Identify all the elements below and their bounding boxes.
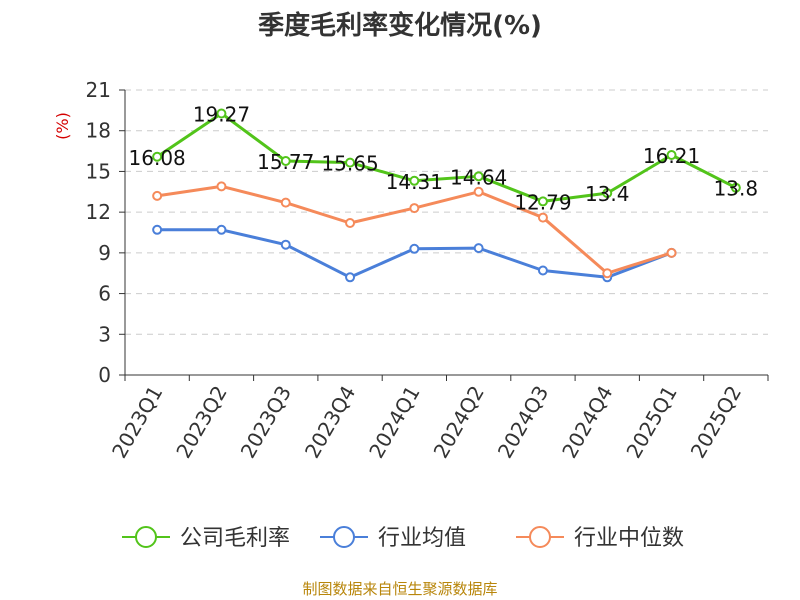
data-point	[216, 108, 227, 119]
data-label: 13.4	[585, 182, 630, 206]
legend-label: 公司毛利率	[180, 526, 290, 551]
legend-marker-icon	[135, 526, 157, 548]
chart-title: 季度毛利率变化情况(%)	[258, 10, 542, 41]
legend-item-2[interactable]: 行业均值	[320, 526, 466, 551]
legend[interactable]: 公司毛利率 行业均值 行业中位数	[122, 526, 684, 551]
legend-label: 行业均值	[378, 526, 466, 551]
x-tick-label: 2023Q3	[236, 382, 296, 463]
data-label: 16.21	[643, 144, 700, 168]
data-point	[602, 188, 613, 199]
data-point	[537, 212, 548, 223]
series-line	[156, 111, 737, 203]
data-label: 13.8	[714, 177, 759, 201]
data-point	[730, 182, 741, 193]
data-point	[345, 218, 356, 228]
series-2	[152, 224, 677, 283]
x-tick-label: 2024Q2	[429, 382, 489, 463]
data-label: 12.79	[514, 190, 571, 214]
x-tick-label: 2024Q4	[557, 382, 617, 463]
data-point	[473, 171, 484, 182]
data-point	[216, 224, 227, 235]
x-tick-label: 2024Q1	[364, 382, 424, 463]
data-point	[473, 243, 484, 254]
data-label: 16.08	[129, 146, 186, 170]
data-point	[280, 239, 291, 250]
x-tick-labels: 2023Q1 2023Q2 2023Q3 2023Q4 2024Q1 2024Q2 2024…	[107, 382, 746, 463]
y-tick-label: 12	[86, 200, 111, 224]
data-point	[409, 175, 420, 186]
data-label: 15.65	[321, 152, 378, 176]
y-tick-label: 6	[98, 282, 111, 306]
data-labels: 16.08 19.27 15.77 15.65 14.31 14.64 12.79 13.4 1…	[129, 102, 759, 214]
series-1	[152, 108, 741, 207]
data-label: 19.27	[193, 102, 250, 126]
y-tick-label: 3	[98, 322, 111, 346]
source-note: 制图数据来自恒生聚源数据库	[302, 580, 497, 598]
data-point	[345, 157, 356, 168]
data-point	[537, 265, 548, 276]
x-tick-label: 2023Q2	[171, 382, 231, 463]
y-tick-label: 9	[98, 241, 111, 265]
x-tick-label: 2025Q2	[686, 382, 746, 463]
series-3	[152, 181, 677, 279]
legend-marker-icon	[529, 526, 551, 548]
legend-label: 行业中位数	[574, 526, 684, 551]
data-point	[152, 190, 163, 201]
x-tick-label: 2023Q4	[300, 382, 360, 463]
y-tick-label: 21	[86, 78, 111, 102]
data-point	[152, 151, 163, 162]
data-point	[280, 197, 291, 208]
data-point	[473, 186, 484, 197]
data-point	[152, 224, 163, 235]
data-point	[216, 181, 227, 192]
data-label: 14.31	[386, 170, 443, 194]
y-tick-label: 15	[86, 159, 111, 183]
axes	[119, 89, 769, 381]
x-tick-label: 2024Q3	[493, 382, 553, 463]
legend-marker-icon	[333, 526, 355, 548]
grid-lines	[125, 89, 768, 335]
data-point	[345, 272, 356, 283]
data-point	[666, 150, 677, 161]
data-label: 15.77	[257, 150, 314, 174]
data-point	[409, 243, 420, 254]
data-point	[666, 247, 677, 258]
y-tick-labels: 0 3 6 9 12 15 18 21	[86, 78, 111, 387]
series-group	[152, 108, 741, 283]
x-tick-label: 2023Q1	[107, 382, 167, 463]
data-point	[280, 155, 291, 166]
data-label: 14.64	[450, 165, 507, 189]
data-point	[409, 203, 420, 214]
y-tick-label: 18	[86, 119, 111, 143]
y-tick-label: 0	[98, 363, 111, 387]
data-point	[602, 268, 613, 279]
data-point	[537, 196, 548, 207]
x-tick-label: 2025Q1	[621, 382, 681, 463]
y-axis-label: (%)	[53, 112, 72, 140]
legend-item-1[interactable]: 公司毛利率	[122, 526, 290, 551]
legend-item-3[interactable]: 行业中位数	[516, 526, 684, 551]
